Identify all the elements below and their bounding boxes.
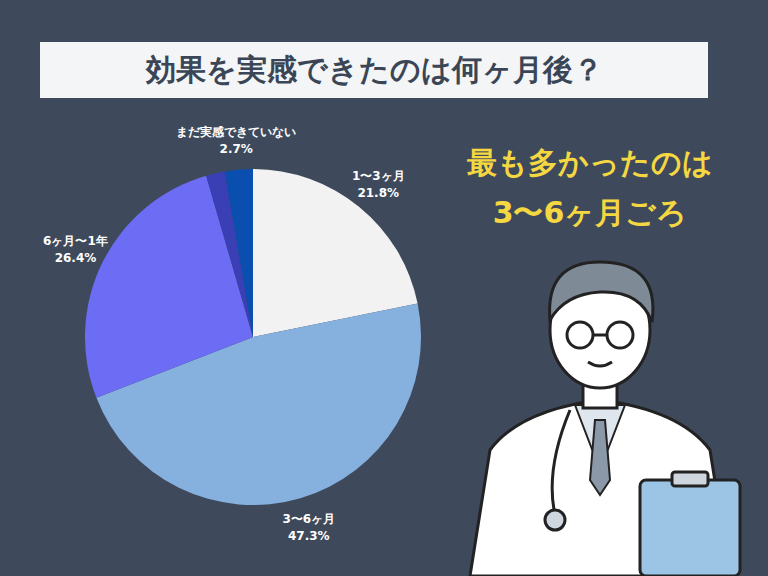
html-text:3〜6ヶ月ごろ: 3〜6ヶ月ごろ xyxy=(492,195,688,230)
svg-text:1〜3ヶ月21.8%: 1〜3ヶ月21.8% xyxy=(352,169,405,200)
svg-text:まだ実感できていない2.7%: まだ実感できていない2.7% xyxy=(176,125,296,156)
svg-text:3〜6ヶ月47.3%: 3〜6ヶ月47.3% xyxy=(282,512,335,543)
html-text:効果を実感できたのは何ヶ月後？: 効果を実感できたのは何ヶ月後？ xyxy=(145,51,603,87)
html-text:最も多かったのは: 最も多かったのは xyxy=(467,145,713,180)
svg-text:6ヶ月〜1年26.4%: 6ヶ月〜1年26.4% xyxy=(43,234,108,265)
